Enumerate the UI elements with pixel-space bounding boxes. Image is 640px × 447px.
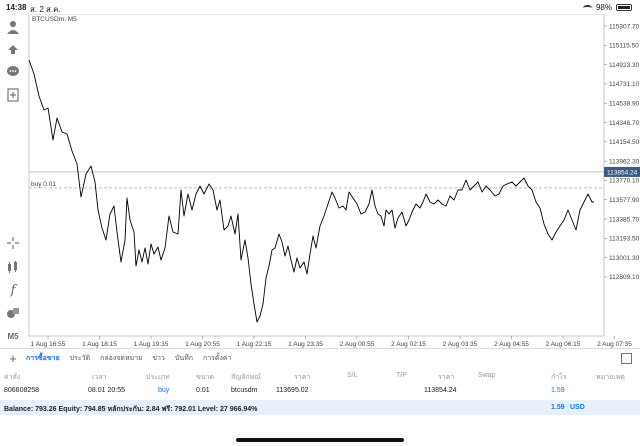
cell-price2: 113854.24 [424, 387, 457, 394]
tab-settings[interactable]: การตั้งค่า [202, 355, 232, 362]
col-comment: หมายเหตุ [596, 374, 625, 381]
col-swap: Swap [478, 372, 496, 379]
cell-symbol: btcusdm [231, 387, 258, 394]
chart-toolbar: f M5 [0, 14, 26, 341]
table-row[interactable]: 806608258 08.01 20:55 buy 0.01 btcusdm 1… [0, 383, 640, 398]
col-price2: ราคา [438, 374, 455, 381]
y-tick-label: 113962.30 [609, 158, 640, 165]
y-tick-label: 114154.50 [609, 139, 640, 146]
col-size: ขนาด [196, 374, 215, 381]
battery-level: 98% [595, 3, 612, 12]
col-time: เวลา [92, 374, 107, 381]
chat-icon[interactable] [4, 63, 22, 81]
y-tick-label: 114346.70 [609, 120, 640, 127]
x-tick-label: 2 Aug 00:55 [340, 341, 375, 348]
table-header: ค่าสั่ง เวลา ประเภท ขนาด สัญลักษณ์ ราคา … [0, 368, 640, 383]
y-tick-label: 113001.30 [609, 255, 640, 262]
tab-mailbox[interactable]: กล่องจดหมาย [100, 355, 143, 362]
tab-history[interactable]: ประวัติ [69, 355, 91, 362]
add-document-icon[interactable] [4, 86, 22, 104]
chart-canvas: 115307.70 115115.50 114923.30 114731.10 1145… [28, 14, 640, 348]
status-right: 98% [582, 3, 632, 12]
status-date: ส. 2 ส.ค. [30, 5, 61, 14]
x-tick-label: 2 Aug 07:35 [597, 341, 632, 348]
cell-profit: 1.59 [551, 387, 565, 394]
price-chart[interactable]: 115307.70 115115.50 114923.30 114731.10 1145… [26, 14, 640, 348]
person-icon[interactable] [4, 18, 22, 36]
x-tick-label: 2 Aug 03:35 [443, 341, 478, 348]
wifi-icon [582, 4, 592, 11]
y-tick-label: 114731.10 [609, 81, 640, 88]
current-price-tag [604, 166, 640, 177]
balance-summary: Balance: 793.26 Equity: 794.85 หลักประกั… [4, 406, 258, 413]
col-price: ราคา [294, 374, 311, 381]
home-indicator [236, 438, 404, 442]
x-tick-label: 1 Aug 22:15 [237, 341, 272, 348]
x-tick-label: 2 Aug 06:15 [546, 341, 581, 348]
status-time: 14:38 [6, 3, 27, 12]
add-icon[interactable]: + [9, 351, 17, 366]
col-type: ประเภท [146, 374, 170, 381]
y-tick-label: 114923.30 [609, 62, 640, 69]
cell-account: 806608258 [4, 387, 40, 394]
x-tick-label: 1 Aug 23:35 [288, 341, 323, 348]
x-tick-label: 1 Aug 19:35 [134, 341, 169, 348]
indicators-icon[interactable] [4, 258, 22, 276]
cell-type: buy [158, 387, 170, 394]
col-tp: T/P [396, 372, 407, 379]
y-tick-label: 112809.10 [609, 274, 640, 281]
y-tick-label: 113193.50 [609, 236, 640, 243]
terminal-tabs: + การซื้อขาย ประวัติ กล่องจดหมาย ข่าว บั… [0, 348, 640, 368]
x-tick-label: 1 Aug 16:55 [31, 341, 66, 348]
tab-news[interactable]: ข่าว [152, 355, 165, 362]
tab-journal[interactable]: บันทึก [174, 355, 193, 362]
balance-bar: Balance: 793.26 Equity: 794.85 หลักประกั… [0, 400, 640, 415]
balance-currency: USD [570, 404, 585, 411]
timeframe-icon[interactable]: M5 [7, 331, 19, 341]
price-series-line [28, 59, 594, 323]
x-tick-label: 1 Aug 18:15 [82, 341, 117, 348]
cell-time: 08.01 20:55 [88, 387, 125, 394]
tab-trade[interactable]: การซื้อขาย [26, 355, 60, 362]
y-tick-label: 113577.90 [609, 197, 640, 204]
symbol-label: BTCUSDm, M5 [32, 16, 77, 23]
cell-size: 0.01 [196, 387, 210, 394]
col-symbol: สัญลักษณ์ [231, 374, 261, 381]
order-line-label: buy 0.01 [31, 181, 56, 188]
current-price-label: 113854.24 [607, 169, 638, 176]
y-tick-label: 115307.70 [609, 23, 640, 30]
battery-icon [616, 4, 632, 11]
cell-price: 113695.02 [276, 387, 309, 394]
account-swap-icon[interactable] [4, 40, 22, 58]
crosshair-icon[interactable] [4, 234, 22, 252]
col-profit: กำไร [551, 374, 567, 381]
status-bar: 14:38 ส. 2 ส.ค. 98% [0, 0, 640, 14]
layout-icon[interactable] [621, 353, 632, 364]
y-tick-label: 115115.50 [609, 43, 639, 50]
objects-icon[interactable] [4, 304, 22, 322]
positions-table: ค่าสั่ง เวลา ประเภท ขนาด สัญลักษณ์ ราคา … [0, 368, 640, 398]
y-tick-label: 114538.90 [609, 101, 640, 108]
col-account: ค่าสั่ง [4, 374, 21, 381]
function-icon[interactable]: f [10, 282, 16, 298]
col-sl: S/L [347, 372, 358, 379]
plot-frame [28, 14, 605, 337]
y-tick-label: 113385.70 [609, 216, 640, 223]
y-tick-label: 113770.10 [609, 178, 640, 185]
x-tick-label: 1 Aug 20:55 [185, 341, 220, 348]
balance-profit: 1.59 [551, 404, 565, 411]
x-tick-label: 2 Aug 02:15 [391, 341, 426, 348]
x-tick-label: 2 Aug 04:55 [494, 341, 529, 348]
